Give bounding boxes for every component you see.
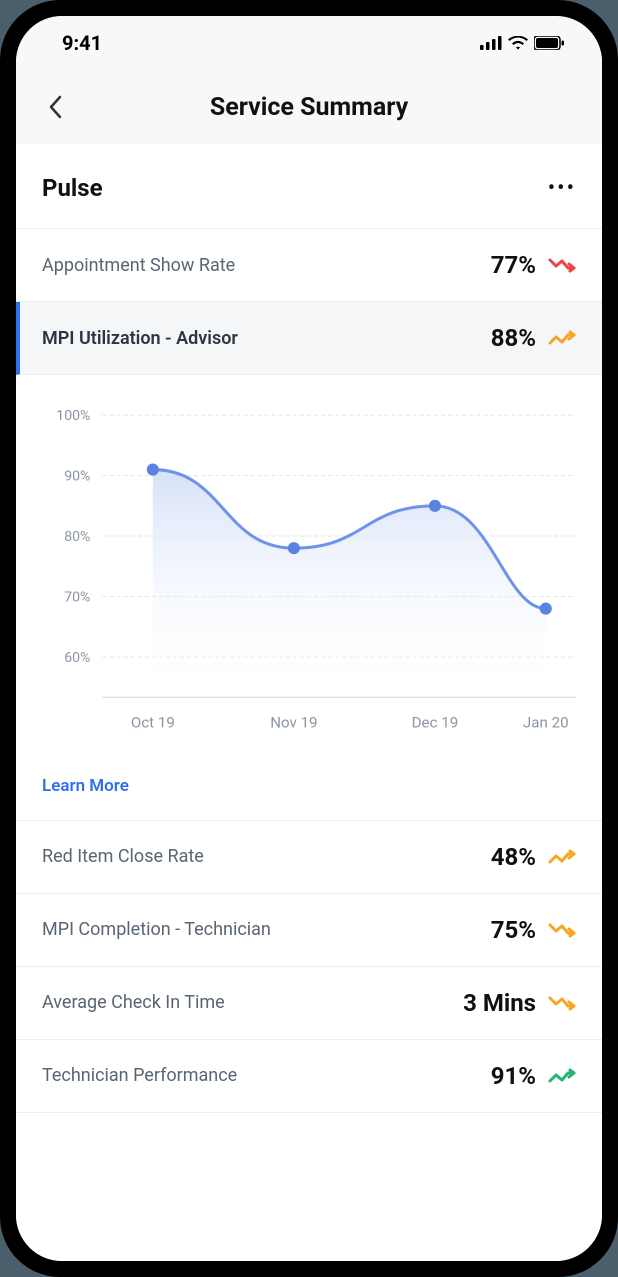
metric-label: Average Check In Time xyxy=(42,992,225,1013)
status-bar: 9:41 xyxy=(16,16,602,70)
metric-label: Technician Performance xyxy=(42,1065,237,1086)
metric-right: 88% xyxy=(491,324,576,352)
back-button[interactable] xyxy=(40,92,70,122)
metric-value: 77% xyxy=(491,251,536,279)
metric-right: 77% xyxy=(491,251,576,279)
y-label-80: 80% xyxy=(64,529,90,545)
section-header: Pulse ••• xyxy=(16,144,602,229)
metric-label: MPI Completion - Technician xyxy=(42,919,271,940)
x-label-0: Oct 19 xyxy=(131,713,175,731)
metric-label: MPI Utilization - Advisor xyxy=(42,328,238,349)
phone-frame: 9:41 xyxy=(0,0,618,1277)
trend-up-icon xyxy=(548,329,576,347)
chart-container: 100% 90% 80% 70% 60% xyxy=(16,375,602,758)
metric-row-red-item-close-rate[interactable]: Red Item Close Rate 48% xyxy=(16,821,602,894)
wifi-icon xyxy=(508,36,528,50)
metric-row-average-check-in-time[interactable]: Average Check In Time 3 Mins xyxy=(16,967,602,1040)
x-label-2: Dec 19 xyxy=(412,713,459,731)
metric-right: 48% xyxy=(491,843,576,871)
metric-label: Appointment Show Rate xyxy=(42,255,235,276)
trend-down-icon xyxy=(548,994,576,1012)
metric-value: 3 Mins xyxy=(463,989,536,1017)
metric-value: 75% xyxy=(491,916,536,944)
y-label-60: 60% xyxy=(64,650,90,666)
trend-down-icon xyxy=(548,921,576,939)
chart-svg: 100% 90% 80% 70% 60% xyxy=(42,395,576,758)
metric-row-mpi-utilization-advisor[interactable]: MPI Utilization - Advisor 88% xyxy=(16,302,602,375)
metric-value: 48% xyxy=(491,843,536,871)
y-label-70: 70% xyxy=(64,590,90,606)
phone-screen: 9:41 xyxy=(16,16,602,1261)
learn-more-link[interactable]: Learn More xyxy=(42,776,129,796)
chart-marker-oct19 xyxy=(147,464,159,476)
trend-down-icon xyxy=(548,256,576,274)
cellular-icon xyxy=(480,36,502,50)
x-label-3: Jan 20 xyxy=(523,713,569,731)
content: Pulse ••• Appointment Show Rate 77% MPI … xyxy=(16,144,602,1261)
metric-label: Red Item Close Rate xyxy=(42,846,204,867)
metric-right: 3 Mins xyxy=(463,989,576,1017)
chevron-left-icon xyxy=(48,95,62,119)
learn-more-container: Learn More xyxy=(16,758,602,821)
metric-row-technician-performance[interactable]: Technician Performance 91% xyxy=(16,1040,602,1113)
nav-header: Service Summary xyxy=(16,70,602,144)
chart-marker-nov19 xyxy=(288,542,300,554)
x-label-1: Nov 19 xyxy=(270,713,317,731)
y-label-90: 90% xyxy=(64,469,90,485)
trend-up-icon xyxy=(548,1067,576,1085)
page-title: Service Summary xyxy=(210,93,408,122)
chart-marker-jan20 xyxy=(540,603,552,615)
metric-row-appointment-show-rate[interactable]: Appointment Show Rate 77% xyxy=(16,229,602,302)
metric-row-mpi-completion-technician[interactable]: MPI Completion - Technician 75% xyxy=(16,894,602,967)
y-label-100: 100% xyxy=(56,408,90,424)
metric-right: 91% xyxy=(491,1062,576,1090)
chart-marker-dec19 xyxy=(429,500,441,512)
status-icons xyxy=(480,36,564,50)
metric-value: 91% xyxy=(491,1062,536,1090)
more-icon[interactable]: ••• xyxy=(548,176,576,201)
battery-icon xyxy=(534,36,564,50)
metric-right: 75% xyxy=(491,916,576,944)
metric-value: 88% xyxy=(491,324,536,352)
trend-up-icon xyxy=(548,848,576,866)
status-time: 9:41 xyxy=(62,31,102,55)
section-title: Pulse xyxy=(42,174,103,202)
